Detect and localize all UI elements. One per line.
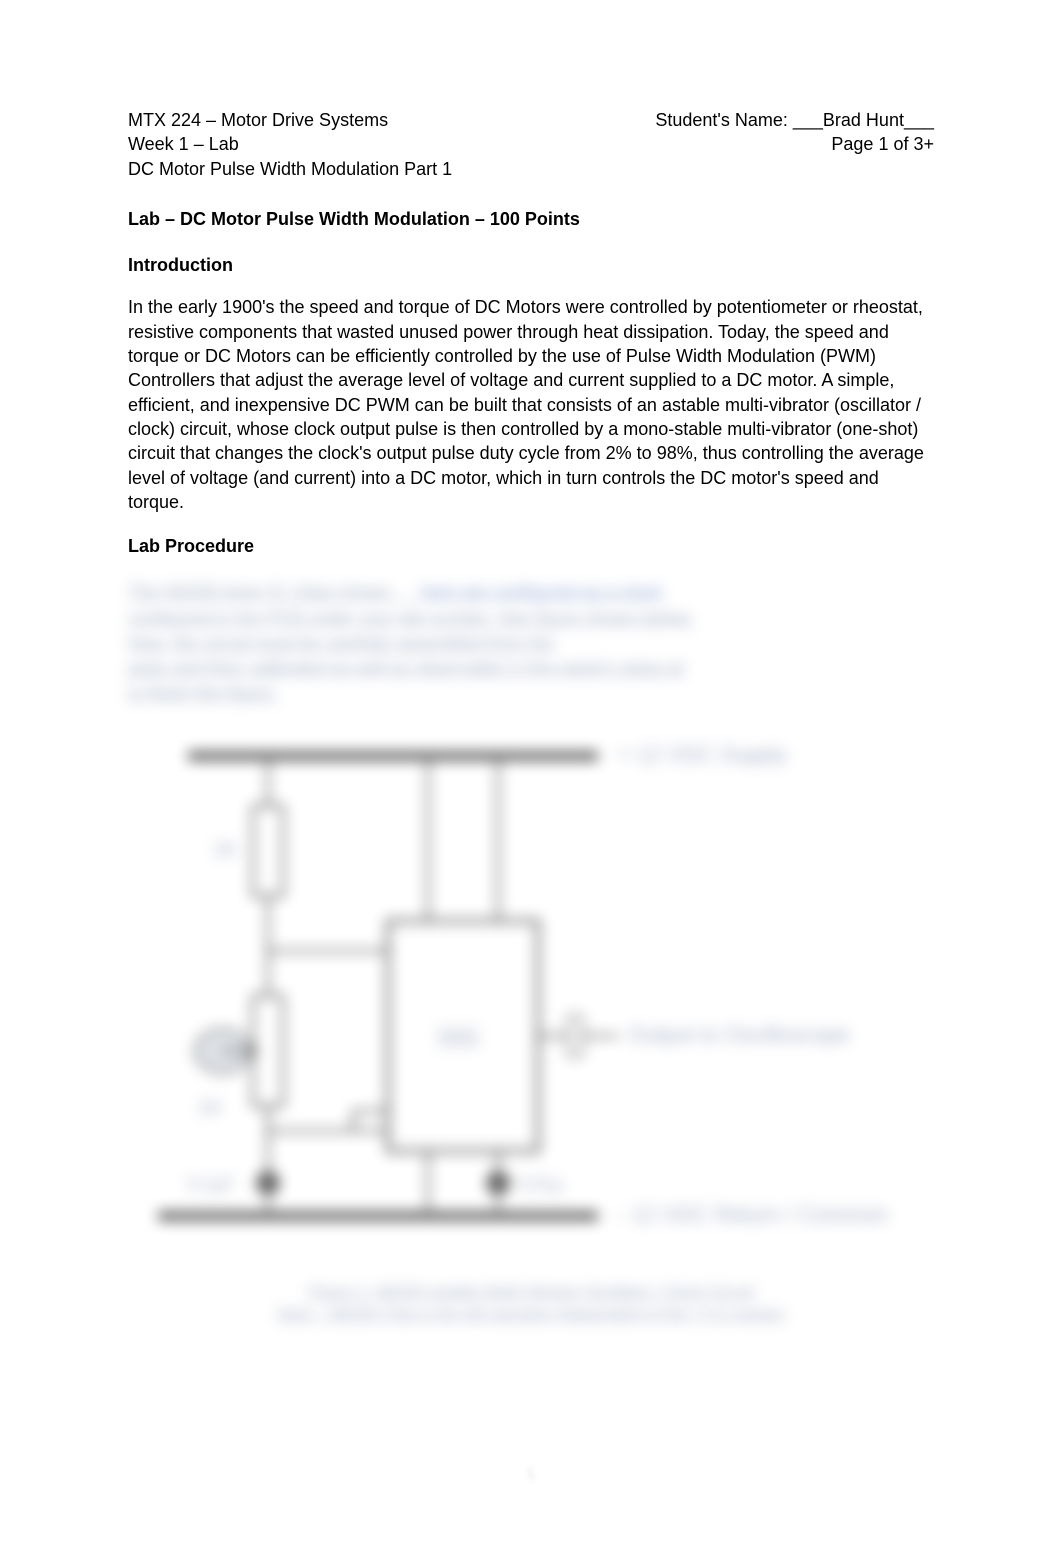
c-left-label: 0.1µF	[188, 1174, 234, 1194]
introduction-heading: Introduction	[128, 253, 934, 277]
r1-label: 1K	[213, 839, 238, 861]
blur-line-5: to finish this figure.	[128, 683, 278, 703]
blur-line-2: configured in the PCB under your lab num…	[128, 608, 693, 628]
student-name: Student's Name: ___Brad Hunt___	[655, 108, 934, 132]
procedure-heading: Lab Procedure	[128, 534, 934, 558]
chip-label: 555	[438, 1025, 478, 1052]
circuit-diagram: + 12 VDC Supply - 12 VDC Return / Common…	[128, 716, 908, 1276]
rail-top-label: + 12 VDC Supply	[618, 742, 787, 767]
blurred-content: The NE555 timer IC chips shown here are …	[128, 580, 934, 1325]
r2-label: 1K	[198, 1097, 223, 1119]
course-line: MTX 224 – Motor Drive Systems	[128, 108, 388, 132]
c-right-label: 0.01µ	[518, 1174, 563, 1194]
blur-line-3: Now, the circuit must be carefully assem…	[128, 633, 554, 653]
page-label: Page 1 of 3+	[831, 132, 934, 156]
page-number: 1	[527, 1464, 536, 1486]
figure-caption-2: Note – NE555 Chip in the left operates i…	[128, 1304, 934, 1326]
rail-bot-label: - 12 VDC Return / Common	[618, 1202, 888, 1227]
blur-line-1: The NE555 timer IC chips shown	[128, 582, 391, 602]
introduction-body: In the early 1900's the speed and torque…	[128, 295, 934, 514]
week-line: Week 1 – Lab	[128, 132, 239, 156]
blur-line-4: parts and then calibrated as well as obs…	[128, 658, 684, 678]
blur-link: here are configured as a clock	[421, 582, 662, 602]
lab-title: Lab – DC Motor Pulse Width Modulation – …	[128, 207, 934, 231]
output-label: Output to Oscilloscope	[628, 1022, 849, 1047]
figure-caption-1: Figure 1. NE555 astable Multi-Vibrator O…	[128, 1282, 934, 1304]
subtitle-line: DC Motor Pulse Width Modulation Part 1	[128, 157, 934, 181]
